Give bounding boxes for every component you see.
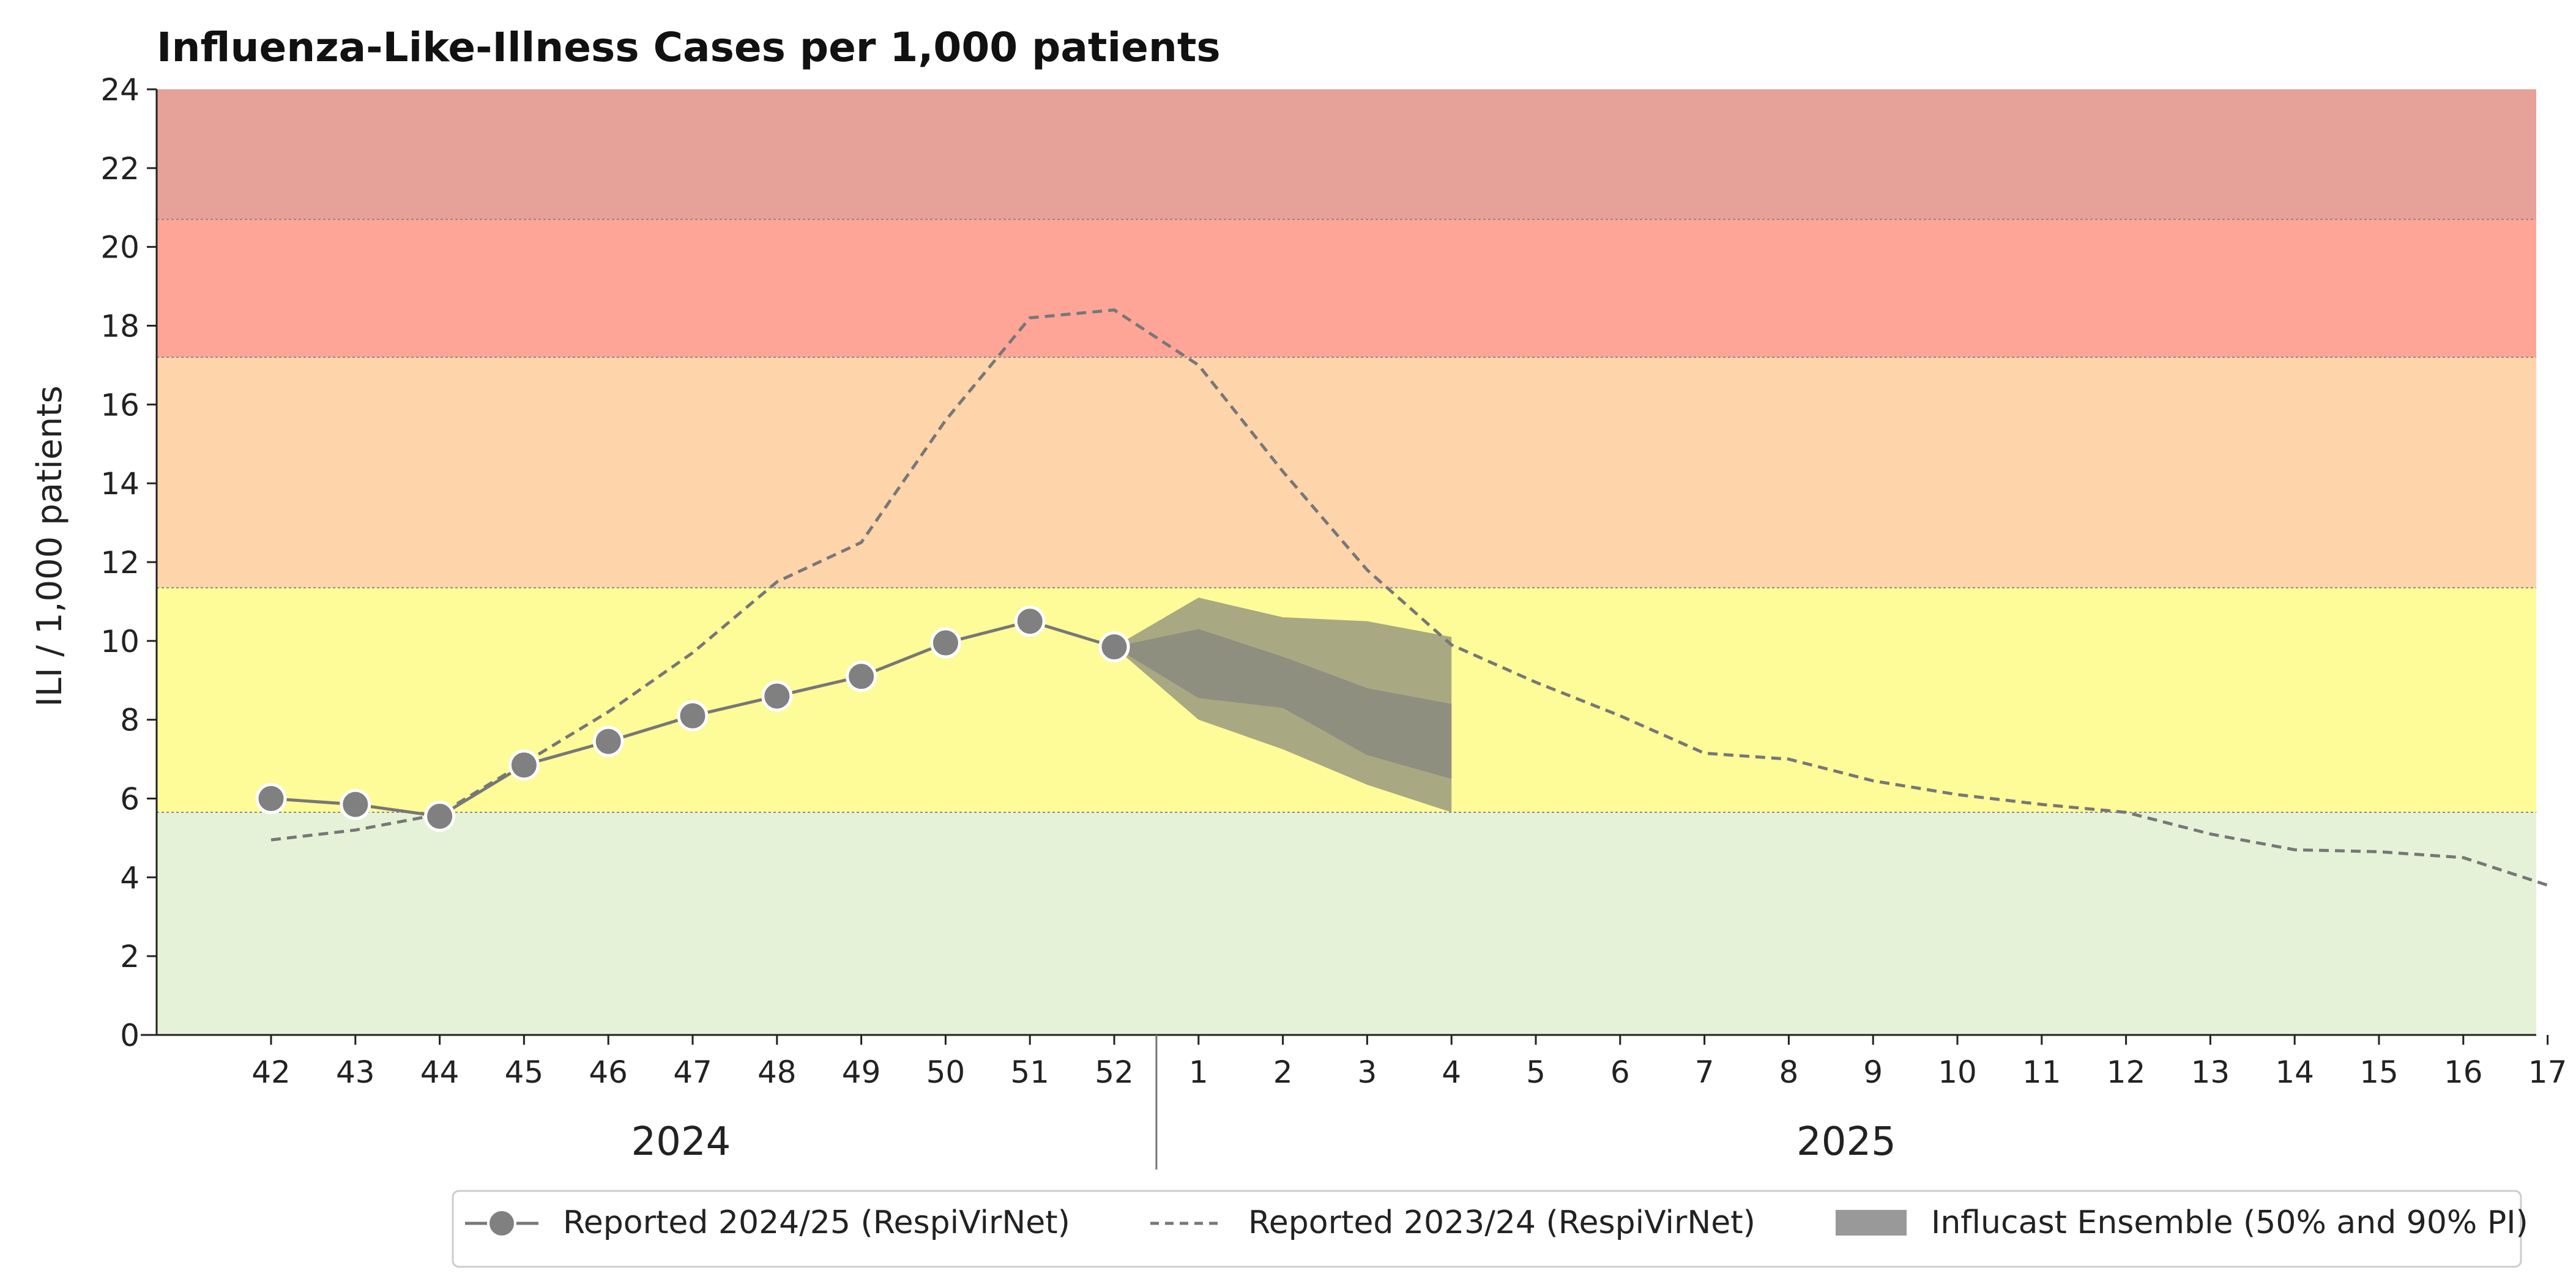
x-tick-label-52: 52 <box>1095 1055 1134 1090</box>
x-tick-label-42: 42 <box>251 1055 291 1090</box>
legend: Reported 2024/25 (RespiVirNet) Reported … <box>452 1190 2528 1268</box>
y-tick-label-18: 18 <box>100 309 140 344</box>
x-tick-label-8: 8 <box>1779 1055 1798 1090</box>
y-tick-label-6: 6 <box>120 782 140 817</box>
series-2023-24 <box>270 308 2548 887</box>
intensity-band-4 <box>157 89 2536 220</box>
series-2024-25-point-52 <box>1098 631 1130 662</box>
x-tick-label-9: 9 <box>1863 1055 1883 1090</box>
x-tick-label-45: 45 <box>505 1055 544 1090</box>
y-tick-label-12: 12 <box>100 545 140 580</box>
legend-forecast-label: Influcast Ensemble (50% and 90% PI) <box>1931 1204 2528 1241</box>
year-label-2025: 2025 <box>1796 1119 1896 1165</box>
x-tick-label-50: 50 <box>926 1055 966 1090</box>
y-tick-label-2: 2 <box>120 939 140 974</box>
legend-forecast-swatch-icon <box>1836 1210 1907 1236</box>
x-tick-label-3: 3 <box>1357 1055 1377 1090</box>
legend-2024-25-label: Reported 2024/25 (RespiVirNet) <box>563 1204 1070 1241</box>
y-tick-label-16: 16 <box>100 387 140 423</box>
y-tick-label-0: 0 <box>120 1018 140 1053</box>
y-tick-label-10: 10 <box>100 624 140 659</box>
x-tick-label-47: 47 <box>673 1055 712 1090</box>
series-2024-25-point-48 <box>761 680 793 712</box>
intensity-band-2 <box>157 357 2536 588</box>
y-axis-label: ILI / 1,000 patients <box>30 385 70 706</box>
x-tick-label-15: 15 <box>2359 1055 2399 1090</box>
x-tick-label-1: 1 <box>1189 1055 1208 1090</box>
forecast-interval <box>1114 597 1452 813</box>
forecast-pi50-area <box>1114 629 1452 779</box>
x-tick-label-5: 5 <box>1526 1055 1546 1090</box>
intensity-band-0 <box>157 812 2536 1035</box>
x-tick-label-7: 7 <box>1695 1055 1714 1090</box>
y-tick-label-22: 22 <box>100 151 140 187</box>
series-2024-25-point-43 <box>340 788 371 820</box>
x-tick-label-43: 43 <box>336 1055 375 1090</box>
legend-box <box>452 1190 2522 1268</box>
intensity-bands <box>157 89 2536 1035</box>
y-tick-label-14: 14 <box>100 466 140 502</box>
legend-2023-24-label: Reported 2023/24 (RespiVirNet) <box>1248 1204 1755 1241</box>
x-tick-label-49: 49 <box>842 1055 881 1090</box>
x-tick-label-6: 6 <box>1610 1055 1630 1090</box>
series-2024-25-point-51 <box>1014 606 1046 637</box>
series-2023-24-line <box>270 308 2548 887</box>
year-label-2024: 2024 <box>631 1119 731 1165</box>
series-2024-25-point-50 <box>929 627 961 659</box>
series-2024-25-point-49 <box>846 661 877 692</box>
x-tick-label-48: 48 <box>758 1055 797 1090</box>
x-tick-label-10: 10 <box>1938 1055 1977 1090</box>
series-2024-25-point-46 <box>592 725 624 757</box>
x-tick-label-4: 4 <box>1442 1055 1461 1090</box>
legend-2024-25-marker-icon <box>487 1209 516 1238</box>
x-tick-label-2: 2 <box>1273 1055 1293 1090</box>
x-tick-label-11: 11 <box>2022 1055 2061 1090</box>
y-tick-label-8: 8 <box>120 703 140 738</box>
x-tick-label-51: 51 <box>1010 1055 1049 1090</box>
x-tick-label-12: 12 <box>2107 1055 2146 1090</box>
x-tick-label-16: 16 <box>2444 1055 2483 1090</box>
series-2024-25-point-44 <box>424 800 456 832</box>
series-2024-25-point-42 <box>255 783 287 814</box>
series-2024-25 <box>255 606 1130 832</box>
y-tick-label-24: 24 <box>100 72 140 108</box>
y-tick-label-20: 20 <box>100 230 140 265</box>
x-tick-label-14: 14 <box>2275 1055 2314 1090</box>
intensity-band-3 <box>157 219 2536 358</box>
x-axis: 42 43 44 45 46 47 48 49 50 51 52 1 2 3 4 5 6 7 8 9 10 11 12 13 1… <box>141 1034 2567 1170</box>
x-tick-label-46: 46 <box>589 1055 628 1090</box>
chart-title: Influenza-Like-Illness Cases per 1,000 p… <box>157 24 1221 71</box>
x-tick-label-44: 44 <box>420 1055 460 1090</box>
y-tick-label-4: 4 <box>120 860 140 895</box>
series-2024-25-point-45 <box>508 749 540 781</box>
x-tick-label-13: 13 <box>2191 1055 2230 1090</box>
series-2024-25-point-47 <box>677 700 709 732</box>
x-tick-label-17: 17 <box>2528 1055 2567 1090</box>
